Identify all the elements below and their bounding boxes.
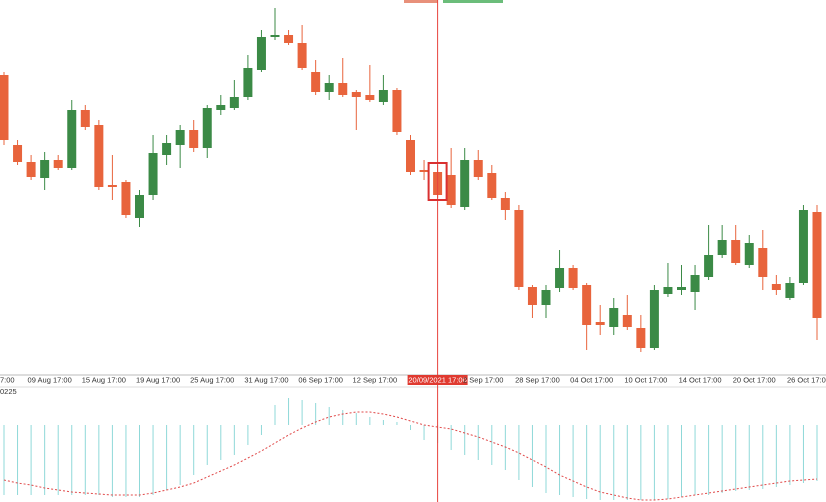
x-tick-label: 06 Sep 17:00 [298, 375, 343, 384]
top-tab [404, 0, 438, 3]
x-label-highlight [407, 375, 468, 385]
candle-body [582, 285, 592, 325]
candle-body [595, 322, 605, 325]
candle-body [162, 143, 172, 155]
candle-body [541, 290, 551, 305]
candle-body [514, 210, 524, 287]
candle-body [690, 275, 700, 292]
candle-body [351, 92, 361, 97]
candle-body [649, 290, 659, 348]
candle-body [419, 170, 429, 172]
candle-body [0, 75, 9, 140]
candle-body [677, 287, 686, 290]
candle-body [94, 125, 104, 187]
candle-body [568, 268, 578, 288]
candle-body [229, 97, 239, 108]
candle-body [473, 160, 483, 177]
x-tick-label: 20/09/2021 17:00 [408, 375, 466, 384]
x-tick-label: 28 Sep 17:00 [515, 375, 560, 384]
candle-body [406, 140, 415, 172]
candle-body [311, 72, 321, 92]
candle-body [812, 212, 822, 318]
candle-body [771, 284, 781, 290]
highlight-box [427, 162, 448, 201]
candle-body [392, 90, 402, 132]
candle-body [175, 130, 185, 145]
candle-body [256, 37, 266, 70]
candle-body [365, 95, 375, 100]
x-tick-label: 7:00 [0, 375, 15, 384]
candle-body [216, 105, 226, 110]
candle-body [555, 268, 565, 288]
candle-body [107, 185, 117, 187]
candle-body [500, 198, 510, 210]
indicator-label: 0225 [0, 387, 17, 396]
candle-body [121, 182, 131, 215]
x-tick-label: 12 Sep 17:00 [353, 375, 398, 384]
candle-body [487, 173, 497, 198]
top-tab [443, 0, 503, 3]
candle-body [135, 195, 144, 218]
candle-body [80, 110, 90, 127]
x-tick-label: 09 Aug 17:00 [28, 375, 72, 384]
candle-body [460, 160, 470, 207]
candle-body [798, 210, 808, 283]
candle-body [53, 160, 63, 168]
candle-body [758, 248, 768, 277]
candle-body [324, 83, 334, 92]
candle-body [67, 110, 77, 168]
candle-body [446, 175, 456, 205]
candle-body [13, 145, 23, 162]
candle-body [622, 315, 632, 327]
candle-body [270, 35, 280, 37]
candle-body [785, 283, 795, 298]
candle-body [717, 240, 727, 255]
candle-body [148, 153, 158, 195]
x-tick-label: 19 Aug 17:00 [136, 375, 180, 384]
candle-body [663, 287, 673, 294]
candle-body [189, 130, 199, 148]
x-tick-label: 31 Aug 17:00 [244, 375, 288, 384]
x-tick-label: 15 Aug 17:00 [82, 375, 126, 384]
candle-body [338, 83, 348, 95]
candle-body [744, 243, 754, 265]
x-tick-label: 2 Sep 17:00 [463, 375, 503, 384]
candle-body [297, 43, 307, 68]
candle-body [609, 308, 619, 327]
x-tick-label: 10 Oct 17:00 [624, 375, 667, 384]
candle-body [527, 287, 537, 305]
candle-body [284, 35, 294, 43]
candle-body [40, 160, 50, 178]
candle-body [26, 162, 36, 177]
candle-body [636, 328, 646, 348]
signal-line [3, 411, 818, 501]
x-tick-label: 26 Oct 17:00 [787, 375, 826, 384]
x-tick-label: 04 Oct 17:00 [570, 375, 613, 384]
x-tick-label: 14 Oct 17:00 [679, 375, 722, 384]
x-tick-label: 20 Oct 17:00 [733, 375, 776, 384]
candle-body [731, 240, 741, 263]
candle-body [202, 108, 212, 148]
x-tick-label: 25 Aug 17:00 [190, 375, 234, 384]
candle-body [704, 255, 714, 277]
candle-body [243, 68, 253, 97]
candle-body [378, 90, 388, 102]
